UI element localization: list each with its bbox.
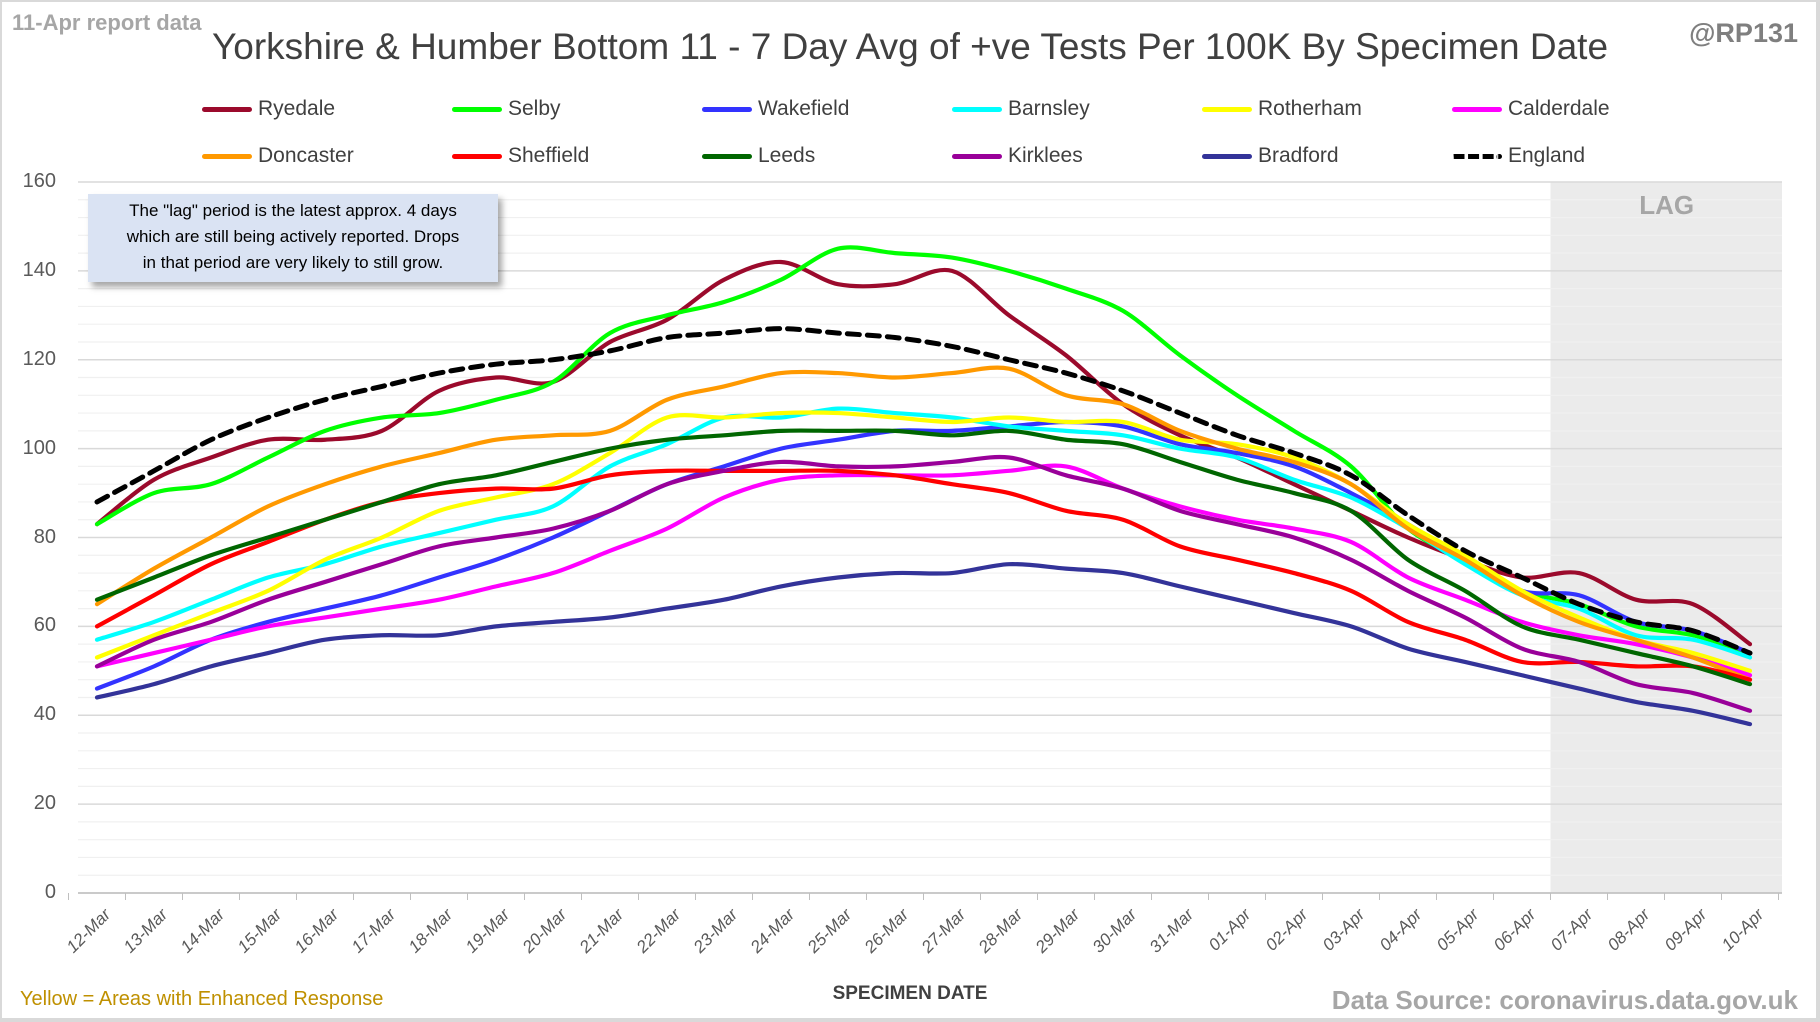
legend-item-barnsley: Barnsley <box>952 94 1090 124</box>
annotation-line: The "lag" period is the latest approx. 4… <box>129 201 457 220</box>
series-line-barnsley <box>94 406 1753 660</box>
series-bradford <box>94 561 1753 727</box>
legend-item-selby: Selby <box>452 94 561 124</box>
legend-label: Doncaster <box>258 144 354 167</box>
y-tick-label: 100 <box>22 436 56 459</box>
legend-swatch <box>202 153 252 159</box>
legend-item-rotherham: Rotherham <box>1202 94 1362 124</box>
y-tick-label: 20 <box>33 792 56 815</box>
lag-label: LAG <box>1639 190 1695 220</box>
legend-label: Rotherham <box>1258 97 1362 120</box>
series-calderdale <box>94 463 1753 678</box>
enhanced-response-footnote: Yellow = Areas with Enhanced Response <box>20 988 384 1010</box>
series-line-rotherham <box>94 410 1753 673</box>
series-line-selby <box>94 245 1753 656</box>
legend-label: Ryedale <box>258 97 336 120</box>
y-tick-label: 80 <box>33 525 56 548</box>
legend-label: Barnsley <box>1008 97 1090 120</box>
y-tick-label: 60 <box>33 614 56 637</box>
legend-label: Calderdale <box>1508 97 1610 120</box>
series-line-bradford <box>94 561 1753 727</box>
series-line-doncaster <box>94 365 1753 682</box>
legend-item-sheffield: Sheffield <box>452 141 589 171</box>
series-doncaster <box>94 365 1753 682</box>
legend-swatch <box>202 106 252 112</box>
legend-swatch <box>702 106 752 112</box>
annotation-line: in that period are very likely to still … <box>142 253 444 272</box>
series-england <box>94 326 1753 656</box>
legend-swatch <box>452 153 502 159</box>
legend-swatch <box>1202 153 1252 159</box>
annotation-line: which are still being actively reported.… <box>126 227 460 246</box>
legend-swatch <box>1452 106 1502 112</box>
legend-item-wakefield: Wakefield <box>702 94 849 124</box>
legend-item-england: England <box>1452 141 1585 171</box>
y-tick-label: 160 <box>22 170 56 192</box>
series-kirklees <box>94 454 1753 713</box>
series-barnsley <box>94 406 1753 660</box>
y-tick-label: 0 <box>44 881 56 903</box>
legend-item-doncaster: Doncaster <box>202 141 354 171</box>
legend-item-bradford: Bradford <box>1202 141 1339 171</box>
legend-label: Sheffield <box>508 144 590 167</box>
legend-swatch <box>952 106 1002 112</box>
legend-label: Wakefield <box>758 97 850 120</box>
legend-swatch <box>952 153 1002 159</box>
legend-item-calderdale: Calderdale <box>1452 94 1610 124</box>
author-handle: @RP131 <box>1689 18 1798 48</box>
legend-item-leeds: Leeds <box>702 141 815 171</box>
legend-item-kirklees: Kirklees <box>952 141 1083 171</box>
series-line-calderdale <box>94 463 1753 678</box>
series-line-kirklees <box>94 454 1753 713</box>
y-tick-label: 120 <box>22 347 56 370</box>
legend-item-ryedale: Ryedale <box>202 94 335 124</box>
y-tick-label: 140 <box>22 258 56 281</box>
report-date-note: 11-Apr report data <box>12 10 202 35</box>
x-axis-label: SPECIMEN DATE <box>832 983 988 1004</box>
y-tick-label: 40 <box>33 703 56 726</box>
series-line-leeds <box>94 428 1753 687</box>
data-source: Data Source: coronavirus.data.gov.uk <box>1331 985 1798 1015</box>
legend-label: Selby <box>508 97 561 120</box>
series-line-england <box>94 326 1753 656</box>
series-rotherham <box>94 410 1753 673</box>
legend-swatch <box>702 153 752 159</box>
chart-title: Yorkshire & Humber Bottom 11 - 7 Day Avg… <box>211 26 1609 67</box>
legend-label: Kirklees <box>1008 144 1083 167</box>
series-selby <box>94 245 1753 656</box>
legend-label: Bradford <box>1258 144 1339 167</box>
legend-swatch <box>1452 153 1502 159</box>
legend-label: England <box>1508 144 1586 167</box>
lag-annotation-box: The "lag" period is the latest approx. 4… <box>88 194 498 282</box>
legend-label: Leeds <box>758 144 816 167</box>
legend-swatch <box>452 106 502 112</box>
legend-swatch <box>1202 106 1252 112</box>
series-leeds <box>94 428 1753 687</box>
